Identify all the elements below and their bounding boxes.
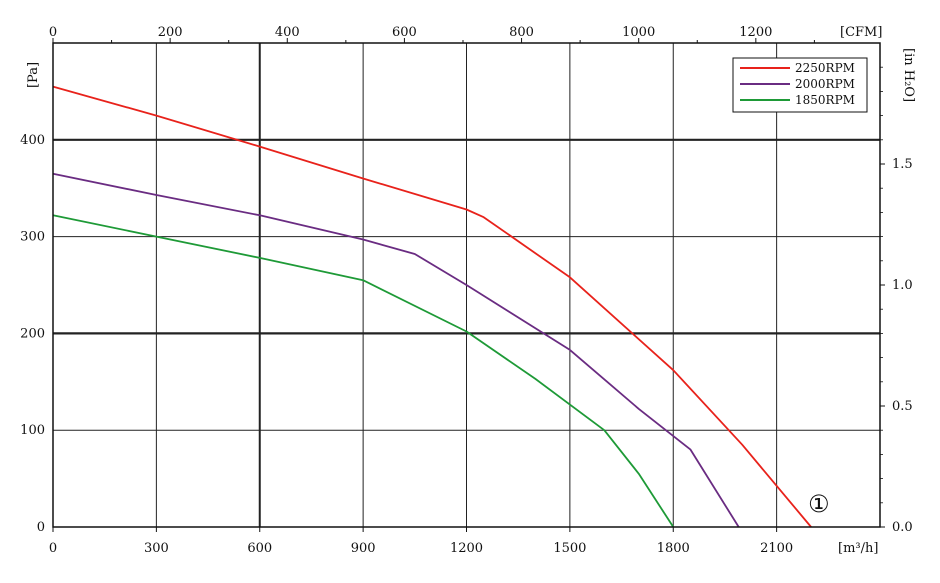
y-left-tick-label: 400 <box>20 133 45 148</box>
x-bottom-tick-label: 900 <box>351 541 376 556</box>
y-left-tick-label: 200 <box>20 326 45 341</box>
x-bottom-tick-label: 1500 <box>553 541 586 556</box>
y-left-tick-label: 100 <box>20 423 45 438</box>
x-bottom-tick-label: 600 <box>247 541 272 556</box>
series-line-1850rpm <box>52 214 675 528</box>
y-left-tick-label: 300 <box>20 230 45 245</box>
series-line-2000rpm <box>52 172 740 528</box>
y-left-tick-label: 0 <box>37 520 45 535</box>
y-right-tick-label: 1.5 <box>892 157 913 172</box>
axis-labels: 0 300 600 900 1200 1500 1800 2100 0 100 200 300 400 0… <box>20 25 913 556</box>
x-bottom-tick-label: 1200 <box>450 541 483 556</box>
y-right-tick-label: 0.0 <box>892 520 913 535</box>
x-bottom-tick-label: 0 <box>49 541 57 556</box>
x-top-tick-label: 1000 <box>622 25 655 40</box>
x-top-tick-label: 200 <box>158 25 183 40</box>
y-left-unit-label: [Pa] <box>26 62 41 88</box>
x-top-tick-label: 400 <box>275 25 300 40</box>
x-top-unit-label: [CFM] <box>840 25 882 40</box>
x-bottom-unit-label: [m³/h] <box>838 541 878 556</box>
legend: 2250RPM 2000RPM 1850RPM <box>732 57 868 113</box>
x-bottom-tick-label: 300 <box>144 541 169 556</box>
x-bottom-tick-label: 1800 <box>657 541 690 556</box>
y-right-tick-label: 1.0 <box>892 278 913 293</box>
y-right-tick-label: 0.5 <box>892 399 913 414</box>
x-top-tick-label: 600 <box>392 25 417 40</box>
x-top-tick-label: 800 <box>509 25 534 40</box>
x-bottom-tick-label: 2100 <box>760 541 793 556</box>
grid <box>53 43 880 527</box>
x-top-tick-label: 0 <box>49 25 57 40</box>
series-lines <box>52 85 812 528</box>
series-line-2250rpm <box>52 85 812 528</box>
curve-marker-label: ① <box>808 490 830 518</box>
x-top-tick-label: 1200 <box>739 25 772 40</box>
legend-label-2000rpm: 2000RPM <box>795 77 855 91</box>
legend-label-2250rpm: 2250RPM <box>795 61 855 75</box>
legend-label-1850rpm: 1850RPM <box>795 93 855 107</box>
y-right-unit-label: [in H₂O] <box>901 48 916 102</box>
